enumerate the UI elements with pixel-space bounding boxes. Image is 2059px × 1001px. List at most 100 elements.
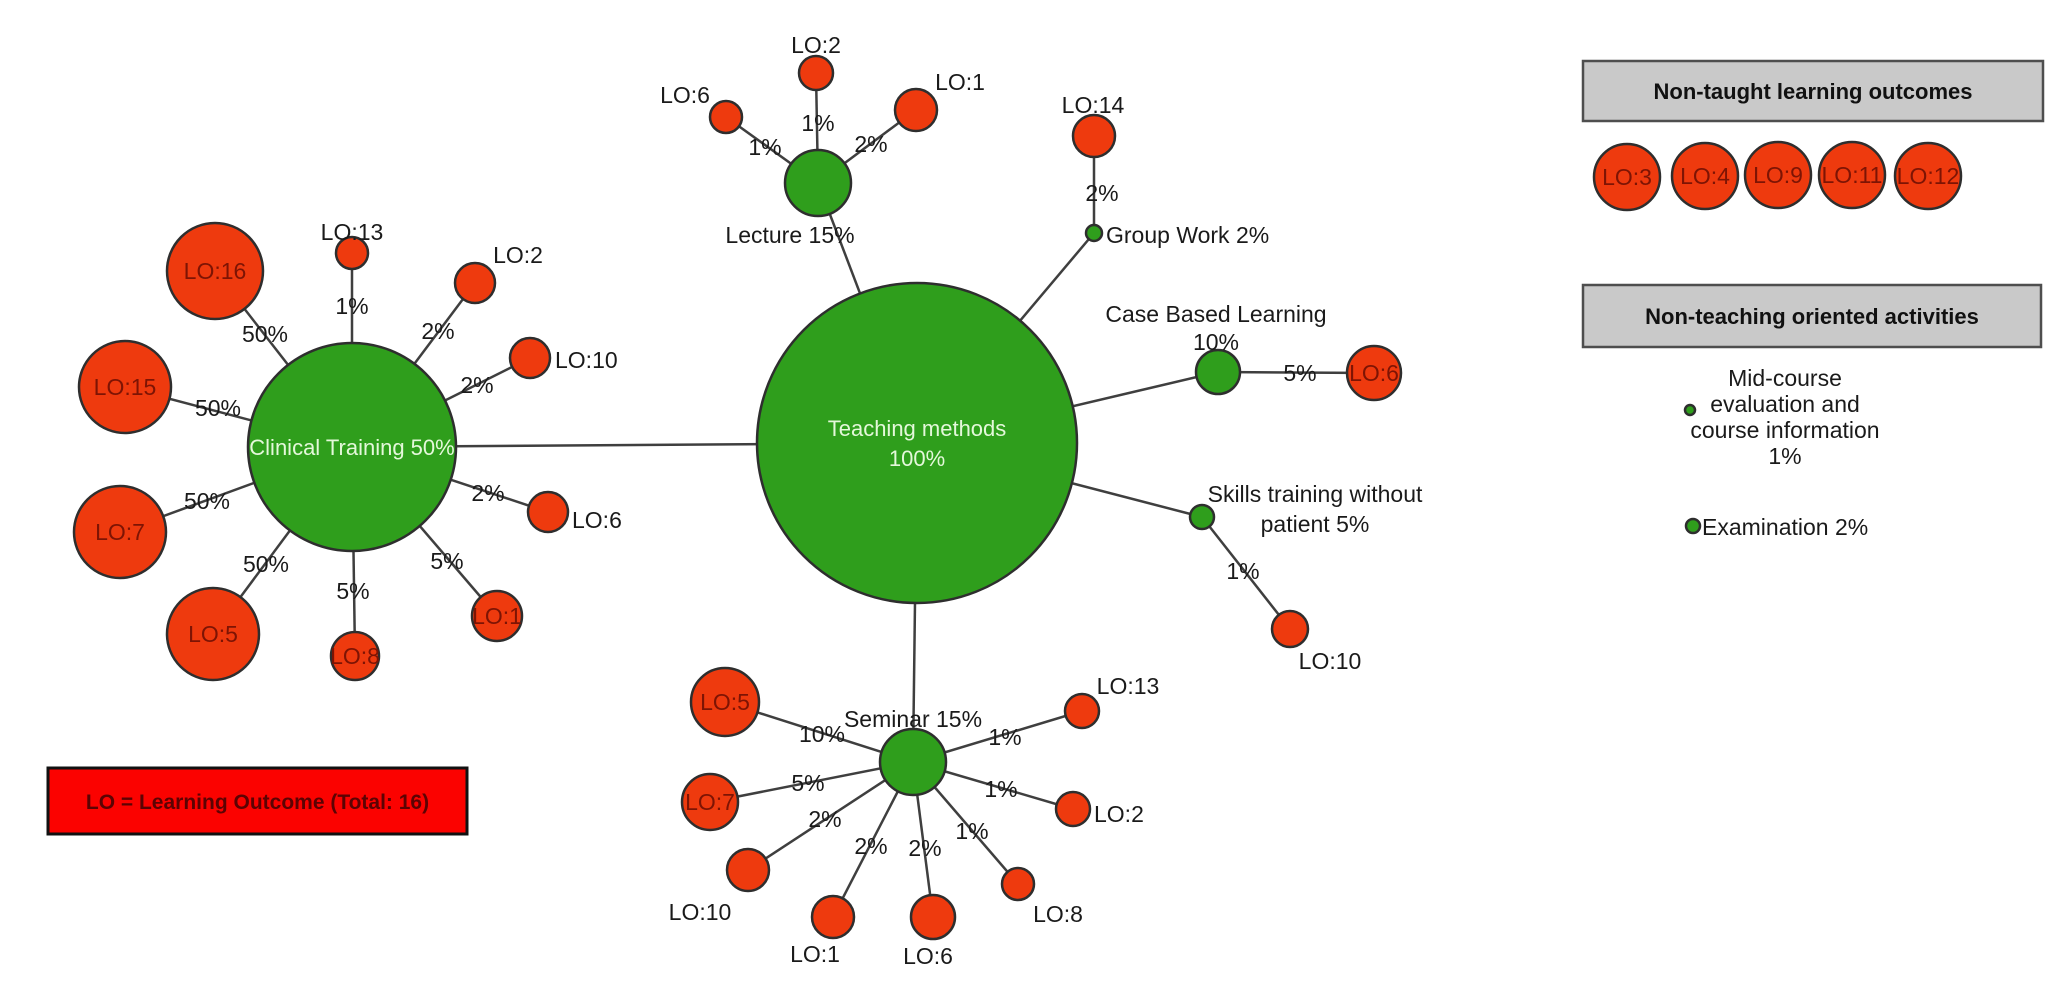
edge-clinical-ct-lo8-label: 5% bbox=[336, 578, 369, 604]
edge-casebased-cb-lo6-label: 5% bbox=[1283, 360, 1316, 386]
node-ct-lo15-text: LO:15 bbox=[94, 374, 157, 400]
node-ct-lo6-label: LO:6 bbox=[572, 507, 622, 533]
node-se-lo8-label: LO:8 bbox=[1033, 901, 1083, 927]
edge-seminar-se-lo1-label: 2% bbox=[854, 833, 887, 859]
box-legend-label: LO = Learning Outcome (Total: 16) bbox=[86, 791, 429, 814]
edge-skills-sk-lo10 bbox=[1201, 516, 1291, 630]
node-exam bbox=[1684, 517, 1702, 535]
node-se-lo13 bbox=[1063, 692, 1101, 730]
node-midcourse-label: course information bbox=[1690, 417, 1879, 443]
node-nt-lo11-text: LO:11 bbox=[1822, 162, 1883, 188]
node-casebased-label: Case Based Learning bbox=[1105, 301, 1326, 327]
node-ct-lo2-label: LO:2 bbox=[493, 242, 543, 268]
edge-clinical-ct-lo10-label: 2% bbox=[460, 372, 493, 398]
edge-seminar-se-lo8-label: 1% bbox=[955, 818, 988, 844]
box-non-teaching-header bbox=[1581, 283, 2043, 349]
node-nt-lo11 bbox=[1817, 140, 1887, 210]
edge-clinical-ct-lo2-label: 2% bbox=[421, 318, 454, 344]
edge-clinical-ct-lo7-label: 50% bbox=[184, 488, 230, 514]
edge-lecture-lc-lo2-label: 1% bbox=[801, 110, 834, 136]
node-seminar bbox=[878, 727, 948, 797]
node-skills bbox=[1188, 503, 1216, 531]
node-nt-lo4 bbox=[1670, 141, 1740, 211]
node-se-lo5-text: LO:5 bbox=[700, 689, 750, 715]
node-lecture bbox=[783, 148, 853, 218]
node-ct-lo13 bbox=[334, 235, 370, 271]
node-clinical-text: Clinical Training 50% bbox=[249, 435, 454, 460]
node-se-lo13-label: LO:13 bbox=[1097, 673, 1160, 699]
node-lc-lo6 bbox=[708, 99, 744, 135]
box-non-teaching-header-label: Non-teaching oriented activities bbox=[1645, 304, 1979, 329]
node-se-lo2 bbox=[1054, 790, 1092, 828]
node-ct-lo16 bbox=[165, 221, 265, 321]
edge-clinical-ct-lo15-label: 50% bbox=[195, 395, 241, 421]
node-teaching-text: 100% bbox=[889, 446, 945, 471]
node-teaching bbox=[755, 281, 1079, 605]
node-sk-lo10-label: LO:10 bbox=[1299, 648, 1362, 674]
edge-seminar-se-lo13-label: 1% bbox=[988, 724, 1021, 750]
node-ct-lo10 bbox=[508, 336, 552, 380]
node-sk-lo10 bbox=[1270, 609, 1310, 649]
node-nt-lo12 bbox=[1893, 141, 1963, 211]
node-ct-lo1 bbox=[470, 589, 524, 643]
node-se-lo10-label: LO:10 bbox=[669, 899, 732, 925]
node-exam-label: Examination 2% bbox=[1702, 514, 1868, 540]
node-ct-lo1-text: LO:1 bbox=[472, 603, 522, 629]
node-casebased bbox=[1194, 348, 1242, 396]
edge-clinical-ct-lo13-label: 1% bbox=[335, 293, 368, 319]
node-nt-lo9-text: LO:9 bbox=[1753, 162, 1803, 188]
node-ct-lo6 bbox=[526, 490, 570, 534]
edge-clinical-ct-lo6-label: 2% bbox=[471, 480, 504, 506]
node-lc-lo1-label: LO:1 bbox=[935, 69, 985, 95]
node-se-lo5 bbox=[689, 666, 761, 738]
node-se-lo7-text: LO:7 bbox=[685, 789, 735, 815]
node-se-lo7 bbox=[680, 772, 740, 832]
edge-lecture-lc-lo1-label: 2% bbox=[854, 131, 887, 157]
node-ct-lo5 bbox=[165, 586, 261, 682]
node-lc-lo2-label: LO:2 bbox=[791, 32, 841, 58]
node-ct-lo13-label: LO:13 bbox=[321, 219, 384, 245]
node-se-lo8 bbox=[1000, 866, 1036, 902]
layer-nodes bbox=[72, 54, 1963, 941]
node-lecture-label: Lecture 15% bbox=[725, 222, 854, 248]
node-nt-lo9 bbox=[1743, 140, 1813, 210]
node-nt-lo3-text: LO:3 bbox=[1602, 164, 1652, 190]
node-lc-lo6-label: LO:6 bbox=[660, 82, 710, 108]
node-clinical bbox=[246, 341, 458, 553]
node-se-lo1 bbox=[810, 894, 856, 940]
node-cb-lo6-text: LO:6 bbox=[1349, 360, 1399, 386]
node-ct-lo7 bbox=[72, 484, 168, 580]
node-seminar-label: Seminar 15% bbox=[844, 706, 982, 732]
node-ct-lo16-text: LO:16 bbox=[184, 258, 247, 284]
edge-clinical-ct-lo1-label: 5% bbox=[430, 548, 463, 574]
node-ct-lo5-text: LO:5 bbox=[188, 621, 238, 647]
edge-groupwork-gw-lo14-label: 2% bbox=[1085, 180, 1118, 206]
edge-seminar-se-lo10-label: 2% bbox=[808, 806, 841, 832]
node-se-lo6 bbox=[909, 893, 957, 941]
node-nt-lo12-text: LO:12 bbox=[1897, 163, 1960, 189]
node-midcourse-label: evaluation and bbox=[1710, 391, 1860, 417]
node-gw-lo14-label: LO:14 bbox=[1062, 92, 1125, 118]
node-se-lo1-label: LO:1 bbox=[790, 941, 840, 967]
box-non-taught-header-label: Non-taught learning outcomes bbox=[1654, 79, 1973, 104]
node-ct-lo8-text: LO:8 bbox=[330, 643, 380, 669]
edge-seminar-se-lo5-label: 10% bbox=[799, 721, 845, 747]
node-cb-lo6 bbox=[1345, 344, 1403, 402]
node-ct-lo8 bbox=[329, 630, 381, 682]
node-skills-label: patient 5% bbox=[1261, 511, 1370, 537]
node-ct-lo10-label: LO:10 bbox=[555, 347, 618, 373]
node-teaching-text: Teaching methods bbox=[828, 416, 1007, 441]
node-ct-lo15 bbox=[77, 339, 173, 435]
edge-lecture-lc-lo6-label: 1% bbox=[748, 134, 781, 160]
edge-seminar-se-lo2-label: 1% bbox=[984, 776, 1017, 802]
node-se-lo10 bbox=[725, 847, 771, 893]
node-midcourse-label: Mid-course bbox=[1728, 365, 1842, 391]
box-legend bbox=[46, 766, 469, 836]
node-se-lo2-label: LO:2 bbox=[1094, 801, 1144, 827]
node-gw-lo14 bbox=[1071, 113, 1117, 159]
node-nt-lo4-text: LO:4 bbox=[1680, 163, 1730, 189]
node-ct-lo2 bbox=[453, 261, 497, 305]
node-lc-lo1 bbox=[893, 87, 939, 133]
